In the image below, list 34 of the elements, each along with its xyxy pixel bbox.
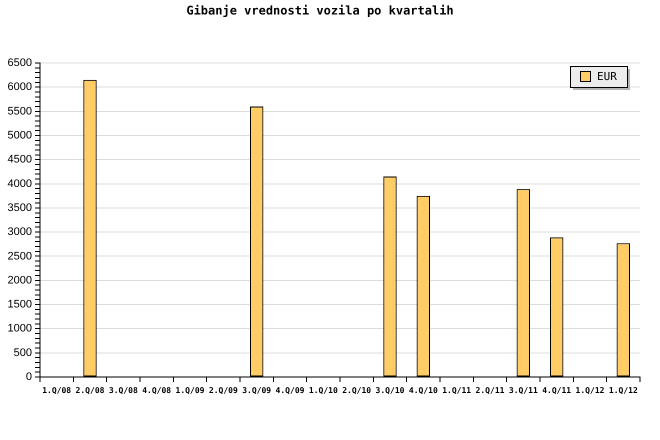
y-tick-label: 2500 [8,250,32,262]
x-tick-label: 1.Q/08 [42,386,72,395]
x-tick-label: 1.Q/09 [176,386,205,395]
y-tick-label: 0 [26,371,32,384]
x-tick-label: 1.Q/10 [308,386,338,395]
y-tick-label: 500 [14,346,32,359]
x-tick-label: 4.Q/11 [542,386,572,395]
chart-title: Gibanje vrednosti vozila po kvartalih [186,3,454,18]
x-tick-label: 4.Q/08 [142,386,172,395]
x-tick-label: 2.Q/10 [342,386,372,395]
x-tick-label: 3.Q/10 [376,386,405,395]
x-tick-label: 3.Q/11 [508,386,538,395]
x-tick-label: 3.Q/09 [242,386,272,395]
x-tick-label: 1.Q/11 [442,386,472,395]
y-tick-label: 6500 [8,57,32,70]
legend-label: EUR [597,70,618,83]
x-tick-label: 3.Q/08 [108,386,138,395]
y-tick-label: 2000 [8,274,32,286]
y-tick-label: 4500 [8,154,32,166]
y-tick-label: 6000 [8,81,32,94]
x-tick-label: 1.Q/12 [608,386,638,395]
x-tick-label: 1.Q/12 [576,386,605,395]
x-tick-label: 2.Q/09 [208,386,238,395]
y-tick-label: 3500 [8,202,32,214]
y-tick-label: 1500 [8,298,32,311]
y-tick-label: 5500 [8,105,32,118]
y-tick-label: 1000 [8,322,32,335]
y-tick-label: 3000 [8,226,32,238]
x-tick-label: 4.Q/09 [276,386,305,395]
y-tick-label: 5000 [8,129,32,142]
x-tick-label: 2.Q/11 [476,386,505,395]
x-tick-label: 2.Q/08 [76,386,105,395]
y-tick-label: 4000 [8,178,32,190]
x-tick-label: 4.Q/10 [408,386,438,395]
